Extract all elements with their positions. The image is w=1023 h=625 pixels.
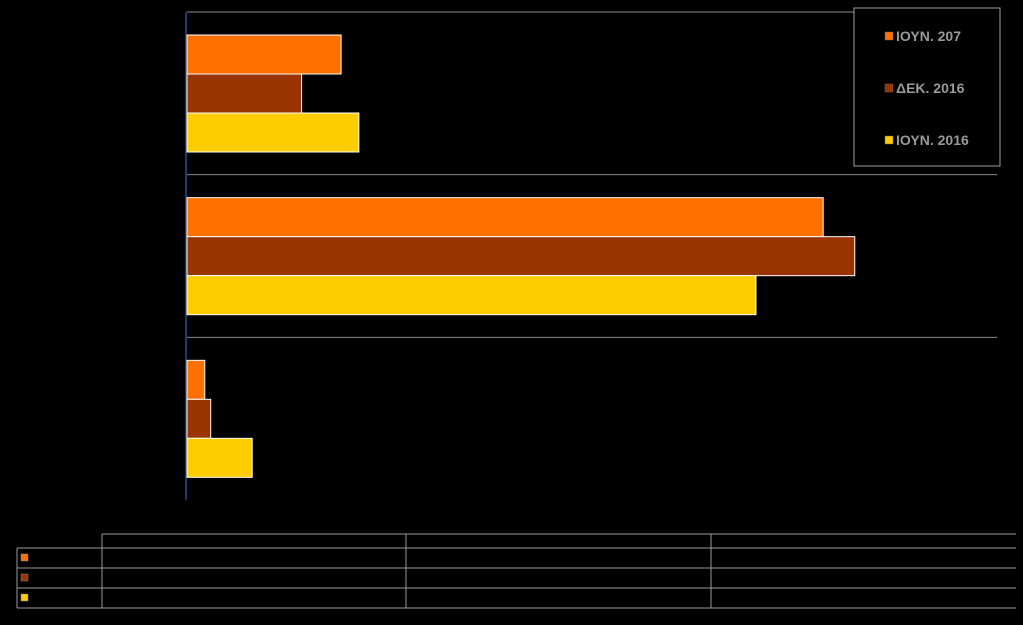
bar xyxy=(186,275,757,316)
bar xyxy=(186,236,856,277)
bar xyxy=(186,398,212,439)
legend-label: ΙΟΥΝ. 2016 xyxy=(896,132,969,148)
bar xyxy=(186,73,303,114)
legend-label: ΙΟΥΝ. 207 xyxy=(896,28,961,44)
bar xyxy=(186,359,206,400)
bar xyxy=(186,437,253,478)
bar xyxy=(186,197,824,238)
bar xyxy=(186,34,342,75)
legend-key xyxy=(884,31,894,41)
legend-key xyxy=(884,83,894,93)
table-legend-key xyxy=(20,573,29,582)
legend-box xyxy=(853,7,1001,167)
data-table xyxy=(16,533,1016,609)
bar xyxy=(186,112,360,153)
legend: ΙΟΥΝ. 207 ΔΕΚ. 2016 ΙΟΥΝ. 2016 xyxy=(853,7,1001,167)
legend-label: ΔΕΚ. 2016 xyxy=(896,80,965,96)
table-legend-key xyxy=(20,553,29,562)
legend-key xyxy=(884,135,894,145)
table-legend-key xyxy=(20,593,29,602)
bars xyxy=(186,34,856,478)
